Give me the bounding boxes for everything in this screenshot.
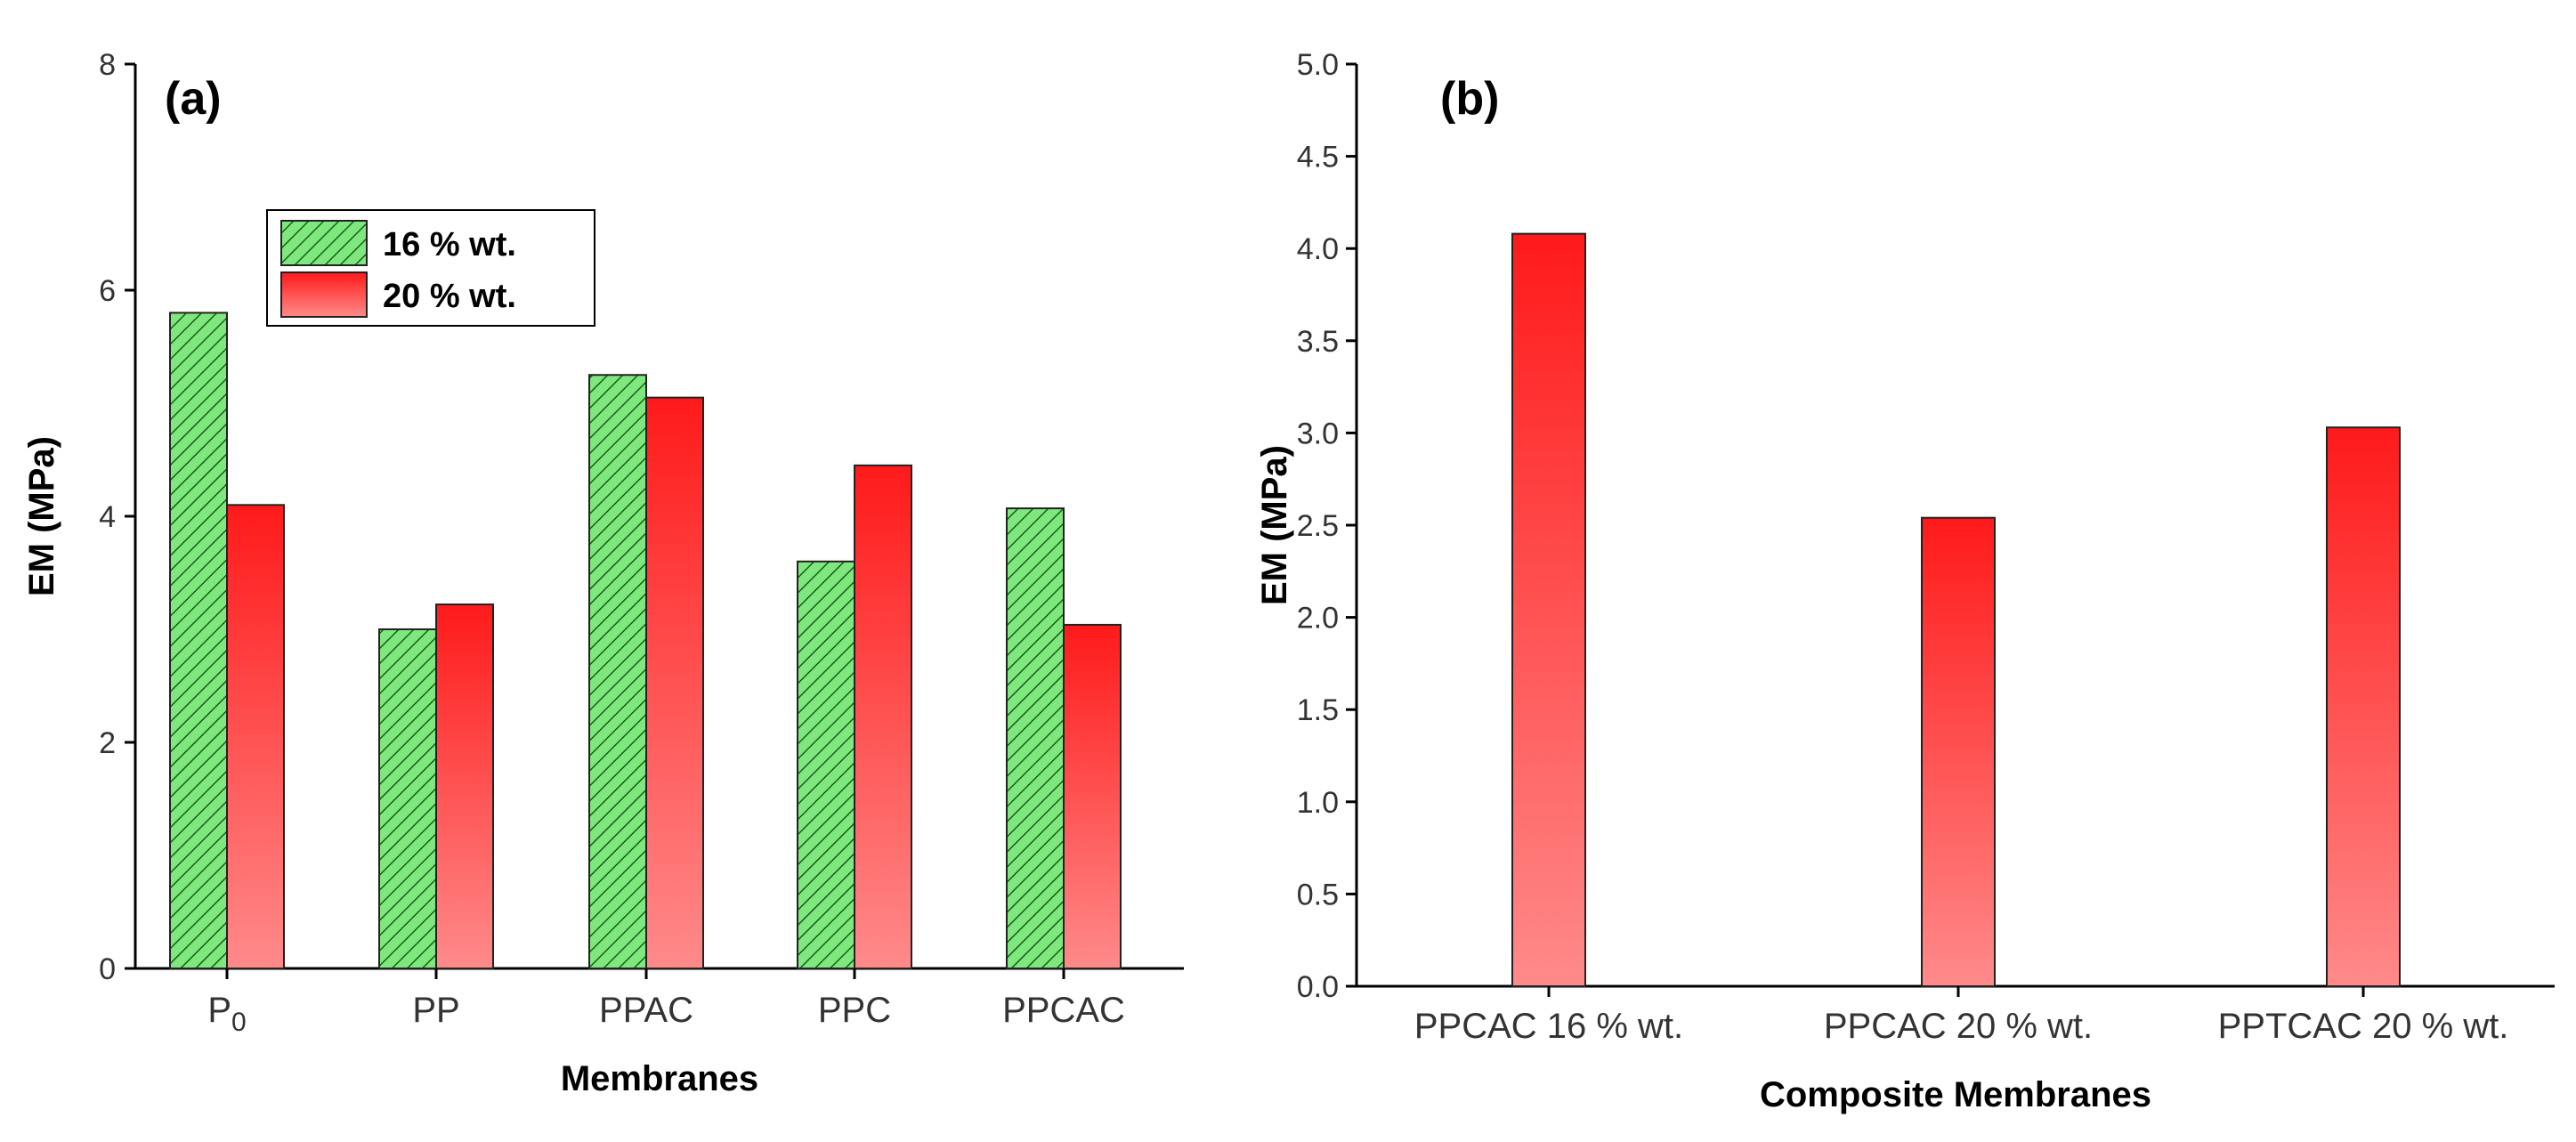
panel-a-y-title: EM (MPa) <box>22 436 61 596</box>
x-tick-label: PPCAC <box>1002 991 1125 1030</box>
panel-a-bars <box>169 312 1122 969</box>
panel-b-y-ticks: 0.0 0.5 1.0 1.5 2.0 2.5 3.0 3.5 4.0 4.5 5.0 <box>1297 48 1357 1004</box>
panel-a-y-ticks: 0 2 4 6 8 <box>99 48 135 986</box>
panel-b-bars <box>1511 232 2401 987</box>
panel-a-x-ticks: P0 PP PPAC PPC PPCAC <box>207 968 1125 1037</box>
legend: 16 % wt. 20 % wt. <box>266 209 595 327</box>
panel-a-label: (a) <box>165 73 222 125</box>
y-tick-label: 1.0 <box>1297 786 1339 820</box>
legend-label-16: 16 % wt. <box>383 226 516 263</box>
bar-em <box>1511 232 1586 987</box>
x-tick-label: PPAC <box>599 991 693 1030</box>
y-tick-label: 2.0 <box>1297 602 1339 636</box>
y-tick-label: 2.5 <box>1297 509 1339 543</box>
y-tick-label: 6 <box>99 274 116 308</box>
y-tick-label: 3.0 <box>1297 417 1339 450</box>
bar-16-wt <box>797 560 855 969</box>
y-tick-label: 4.0 <box>1297 232 1339 266</box>
legend-swatch-16 <box>280 220 368 266</box>
bar-20-wt <box>435 603 494 969</box>
bar-20-wt <box>1063 623 1122 969</box>
x-tick-label: PPCAC 16 % wt. <box>1414 1007 1683 1046</box>
y-tick-label: 3.5 <box>1297 325 1339 359</box>
bar-20-wt <box>226 504 285 969</box>
y-tick-label: 5.0 <box>1297 48 1339 82</box>
bar-em <box>2326 426 2401 987</box>
x-tick-label: PPCAC 20 % wt. <box>1824 1007 2093 1046</box>
x-tick-label: PPC <box>818 991 891 1030</box>
panel-b-label: (b) <box>1440 73 1499 125</box>
y-tick-label: 8 <box>99 48 116 82</box>
legend-swatch-20 <box>280 271 368 318</box>
bar-20-wt <box>645 396 704 969</box>
panel-b-y-title: EM (MPa) <box>1255 445 1294 605</box>
x-tick-label: P0 <box>207 991 246 1037</box>
legend-label-20: 20 % wt. <box>383 278 516 315</box>
bar-16-wt <box>378 628 437 969</box>
y-tick-label: 1.5 <box>1297 693 1339 727</box>
y-tick-label: 4 <box>99 500 116 534</box>
bar-16-wt <box>588 374 647 969</box>
panel-b: (b) 0.0 0.5 1.0 1.5 2.0 2.5 3.0 3.5 4.0 4.5 5.0 PP… <box>1255 48 2555 1114</box>
x-tick-label: PP <box>412 991 459 1030</box>
y-tick-label: 2 <box>99 726 116 760</box>
panel-a-x-title: Membranes <box>561 1059 758 1098</box>
bar-16-wt <box>169 312 228 969</box>
x-tick-label: PPTCAC 20 % wt. <box>2218 1007 2509 1046</box>
y-tick-label: 0.5 <box>1297 878 1339 911</box>
bar-16-wt <box>1006 507 1065 969</box>
y-tick-label: 4.5 <box>1297 141 1339 174</box>
bar-em <box>1921 516 1996 987</box>
panel-a: (a) 0 2 4 6 8 P0 PP PPAC PPC PPCAC Membranes EM … <box>22 48 1184 1098</box>
panel-b-x-title: Composite Membranes <box>1760 1075 2151 1114</box>
panel-b-x-ticks: PPCAC 16 % wt. PPCAC 20 % wt. PPTCAC 20 % … <box>1414 986 2509 1046</box>
y-tick-label: 0 <box>99 952 116 986</box>
bar-20-wt <box>854 464 912 969</box>
y-tick-label: 0.0 <box>1297 970 1339 1004</box>
